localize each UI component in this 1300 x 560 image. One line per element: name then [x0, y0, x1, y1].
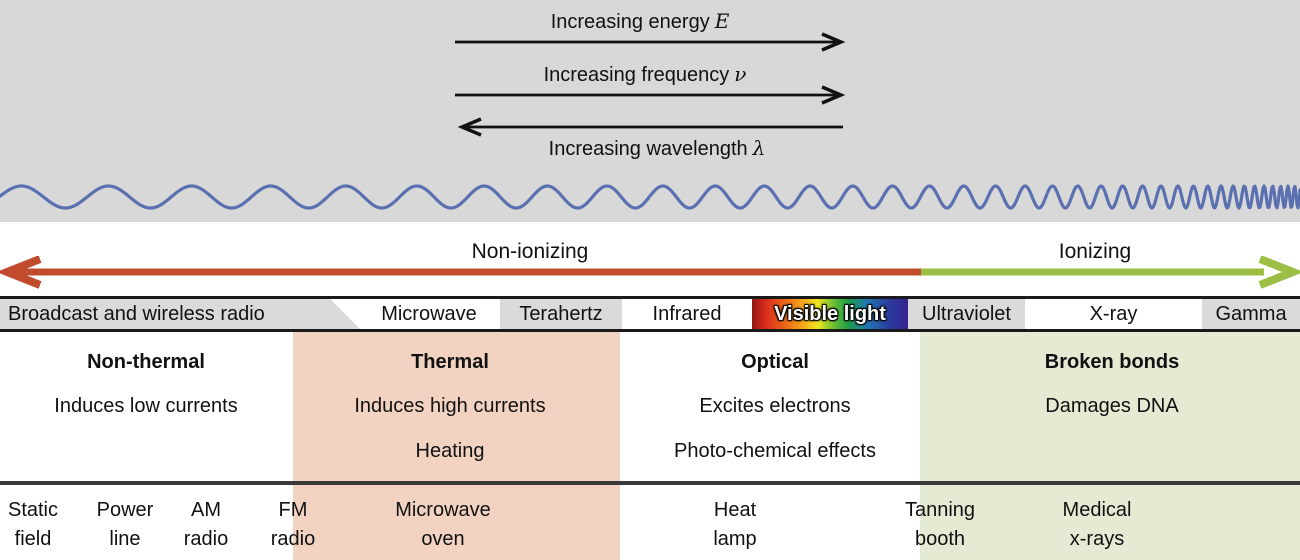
effect-line: Damages DNA — [1045, 395, 1179, 417]
example-line: Medical — [1062, 499, 1132, 521]
example-static-field: Static field — [0, 496, 113, 554]
example-line: radio — [183, 528, 229, 550]
example-line: field — [14, 528, 52, 550]
effect-broken-bonds: Broken bonds Damages DNA — [942, 348, 1282, 437]
example-line: Heat — [713, 499, 757, 521]
band-ultraviolet: Ultraviolet — [908, 299, 1025, 329]
increasing-wavelength-text: Increasing wavelength — [548, 138, 748, 160]
effect-line: Excites electrons — [699, 395, 851, 417]
example-line: radio — [270, 528, 316, 550]
effect-thermal: Thermal Induces high currents Heating — [280, 348, 620, 482]
band-gamma: Gamma — [1202, 299, 1300, 329]
effect-line: Induces low currents — [54, 395, 238, 417]
em-wave-icon — [0, 184, 1300, 210]
increasing-energy-text: Increasing energy — [550, 11, 710, 33]
top-background: Increasing energy E Increasing frequency ν… — [0, 0, 1300, 222]
wavelength-symbol: λ — [752, 136, 766, 160]
direction-arrows-icon — [455, 32, 846, 137]
example-line: line — [109, 528, 141, 550]
ionizing-highlight-column — [920, 332, 1300, 560]
band-terahertz: Terahertz — [500, 299, 622, 329]
example-line: booth — [914, 528, 966, 550]
band-visible-light: Visible light — [752, 299, 908, 329]
effect-title: Non-thermal — [87, 351, 205, 373]
example-line: Power — [96, 499, 154, 521]
example-line: Static — [7, 499, 59, 521]
effect-non-thermal: Non-thermal Induces low currents — [0, 348, 316, 437]
example-line: Microwave — [395, 499, 491, 521]
ionization-arrows-icon — [0, 256, 1300, 289]
example-line: oven — [421, 528, 465, 550]
effect-line: Heating — [415, 440, 485, 462]
non-ionizing-label: Non-ionizing — [471, 240, 589, 263]
band-infrared: Infrared — [652, 303, 722, 325]
example-line: FM — [278, 499, 308, 521]
increasing-frequency-text: Increasing frequency — [543, 64, 730, 86]
band-xray: X-ray — [1089, 303, 1138, 325]
effect-optical: Optical Excites electrons Photo-chemical… — [605, 348, 945, 482]
band-microwave: Microwave — [381, 303, 477, 325]
effect-title: Optical — [741, 351, 809, 373]
example-medical-xrays: Medical x-rays — [1017, 496, 1177, 554]
ionizing-label: Ionizing — [1058, 240, 1132, 263]
example-tanning-booth: Tanning booth — [860, 496, 1020, 554]
increasing-energy-label: Increasing energy E — [470, 8, 810, 35]
example-fm-radio: FM radio — [213, 496, 373, 554]
effect-title: Broken bonds — [1044, 351, 1180, 373]
example-line: AM — [191, 499, 221, 521]
example-line: x-rays — [1069, 528, 1125, 550]
thermal-highlight-column — [293, 332, 620, 560]
example-line: Tanning — [904, 499, 976, 521]
effect-line: Photo-chemical effects — [674, 440, 876, 462]
spectrum-band-row: Broadcast and wireless radio Microwave T… — [0, 296, 1300, 332]
examples-divider — [0, 481, 1300, 485]
example-power-line: Power line — [45, 496, 205, 554]
band-broadcast-radio: Broadcast and wireless radio — [0, 299, 360, 329]
frequency-symbol: ν — [734, 62, 747, 86]
energy-symbol: E — [714, 9, 730, 33]
effect-line: Induces high currents — [354, 395, 546, 417]
increasing-frequency-label: Increasing frequency ν — [475, 61, 815, 88]
example-heat-lamp: Heat lamp — [655, 496, 815, 554]
example-am-radio: AM radio — [126, 496, 286, 554]
example-microwave-oven: Microwave oven — [363, 496, 523, 554]
increasing-wavelength-label: Increasing wavelength λ — [487, 135, 827, 162]
example-line: lamp — [713, 528, 757, 550]
effect-title: Thermal — [411, 351, 489, 373]
